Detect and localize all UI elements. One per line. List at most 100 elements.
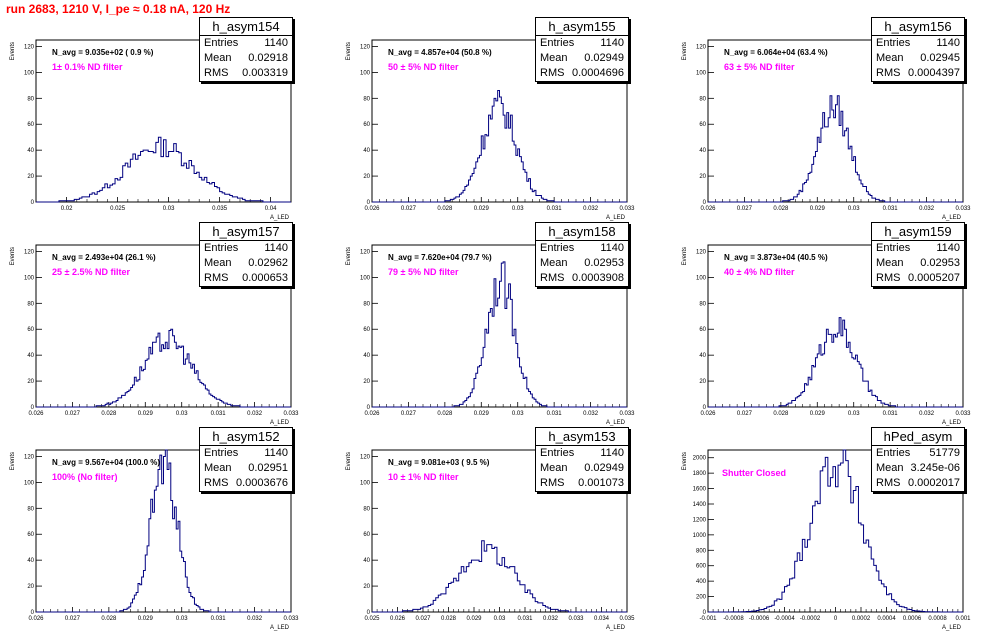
histogram-pad: 0.026 0.027 0.028 0.029 0.03 0.031 0.032 0.033 0… [682, 222, 971, 427]
filter-label: 50 ± 5% ND filter [388, 62, 459, 72]
filter-label: 25 ± 2.5% ND filter [52, 267, 130, 277]
y-tick-label: 120 [696, 249, 707, 255]
stats-row-rms: RMS 0.0003676 [200, 476, 292, 491]
y-axis-title: Events [10, 42, 16, 60]
stats-row-entries: Entries 1140 [200, 241, 292, 256]
y-axis-title: Events [346, 42, 352, 60]
stats-value: 0.0003908 [572, 272, 624, 284]
y-tick-label: 800 [696, 548, 707, 554]
x-tick-label: 0.027 [737, 206, 753, 212]
histogram-line [372, 90, 627, 203]
stats-value: 0.0003676 [236, 477, 288, 489]
histogram-name: h_asym157 [200, 223, 292, 241]
x-axis-title: A_LED [606, 215, 626, 221]
stats-label: RMS [540, 477, 565, 489]
histogram-line [708, 317, 963, 408]
x-tick-label: 0.031 [517, 616, 533, 622]
x-axis-title: A_LED [270, 420, 290, 426]
y-tick-label: 400 [696, 579, 707, 585]
stats-row-entries: Entries 1140 [536, 446, 628, 461]
y-tick-label: 0 [367, 405, 371, 411]
x-tick-label: 0.028 [437, 206, 453, 212]
stats-label: RMS [204, 272, 229, 284]
plot-frame [35, 244, 292, 408]
y-axis-title: Events [346, 452, 352, 470]
y-tick-label: 60 [363, 327, 370, 333]
histogram-plot: 0.026 0.027 0.028 0.029 0.03 0.031 0.032 0.033 0… [682, 39, 971, 221]
x-tick-label: 0.026 [364, 411, 380, 417]
x-tick-label: 0.0002 [852, 616, 871, 622]
y-tick-label: 80 [27, 506, 34, 512]
x-tick-label: 0.0008 [928, 616, 947, 622]
x-axis-title: A_LED [270, 625, 290, 631]
stats-value: 0.0004696 [572, 67, 624, 79]
x-tick-label: 0.026 [28, 616, 44, 622]
x-axis-title: A_LED [606, 420, 626, 426]
stats-label: Mean [204, 462, 232, 474]
x-tick-label: 0.0006 [903, 616, 922, 622]
stats-label: Mean [204, 257, 232, 269]
stats-row-mean: Mean 3.245e-06 [872, 461, 964, 476]
x-tick-label: 0.033 [955, 206, 971, 212]
y-tick-label: 80 [363, 506, 370, 512]
stats-row-entries: Entries 1140 [536, 36, 628, 51]
filter-label: 1± 0.1% ND filter [52, 62, 123, 72]
x-tick-label: 0.032 [583, 411, 599, 417]
stats-label: Entries [540, 242, 575, 254]
y-tick-label: 40 [699, 148, 706, 154]
y-tick-label: 20 [27, 584, 34, 590]
x-tick-label: 0.028 [441, 616, 457, 622]
x-tick-label: 0.033 [283, 411, 299, 417]
y-tick-label: 20 [699, 174, 706, 180]
histogram-line [36, 328, 291, 408]
x-tick-label: 0.032 [919, 206, 935, 212]
y-tick-label: 100 [24, 275, 35, 281]
histogram-pad: 0.026 0.027 0.028 0.029 0.03 0.031 0.032 0.033 0… [10, 427, 299, 632]
stats-row-rms: RMS 0.001073 [536, 476, 628, 491]
x-tick-label: 0.029 [466, 616, 482, 622]
x-tick-label: 0.03 [512, 411, 524, 417]
stats-row-entries: Entries 1140 [536, 241, 628, 256]
stats-row-entries: Entries 1140 [872, 241, 964, 256]
stats-row-mean: Mean 0.02951 [200, 461, 292, 476]
y-tick-label: 20 [27, 379, 34, 385]
x-axis-title: A_LED [942, 215, 962, 221]
x-tick-label: 0.04 [265, 206, 277, 212]
y-tick-label: 100 [360, 275, 371, 281]
histogram-pad: 0.026 0.027 0.028 0.029 0.03 0.031 0.032 0.033 0… [682, 17, 971, 222]
y-tick-label: 0 [703, 200, 707, 206]
y-tick-label: 100 [24, 480, 35, 486]
stats-value: 0.02949 [584, 52, 624, 64]
x-tick-label: 0.027 [737, 411, 753, 417]
stats-value: 1140 [600, 447, 624, 459]
stats-box: h_asym159 Entries 1140 Mean 0.02953 RMS 0.0005… [871, 222, 965, 287]
histogram-pad: 0.026 0.027 0.028 0.029 0.03 0.031 0.032 0.033 0… [346, 222, 635, 427]
filter-label: 100% (No filter) [52, 472, 118, 482]
x-tick-label: -0.0002 [800, 616, 821, 622]
y-tick-label: 60 [363, 122, 370, 128]
histogram-name: h_asym153 [536, 428, 628, 446]
x-tick-label: 0.035 [619, 616, 635, 622]
stats-value: 0.0002017 [908, 477, 960, 489]
stats-box: hPed_asym Entries 51779 Mean 3.245e-06 RMS 0.0… [871, 427, 965, 492]
stats-label: RMS [876, 67, 901, 79]
y-tick-label: 0 [31, 405, 35, 411]
y-tick-label: 80 [363, 96, 370, 102]
x-tick-label: 0.026 [700, 206, 716, 212]
x-tick-label: 0.033 [619, 411, 635, 417]
y-tick-label: 0 [703, 610, 707, 616]
stats-value: 1140 [936, 242, 960, 254]
y-tick-label: 80 [27, 96, 34, 102]
n-avg-label: N_avg = 6.064e+04 (63.4 %) [724, 48, 828, 57]
y-tick-label: 80 [699, 301, 706, 307]
stats-value: 3.245e-06 [910, 462, 960, 474]
stats-label: Entries [540, 37, 575, 49]
y-tick-label: 100 [360, 70, 371, 76]
y-tick-label: 120 [360, 249, 371, 255]
y-axis-title: Events [682, 247, 688, 265]
stats-label: Entries [876, 242, 911, 254]
y-tick-label: 60 [27, 327, 34, 333]
filter-label: 79 ± 5% ND filter [388, 267, 459, 277]
stats-value: 0.000653 [242, 272, 288, 284]
stats-row-mean: Mean 0.02949 [536, 461, 628, 476]
